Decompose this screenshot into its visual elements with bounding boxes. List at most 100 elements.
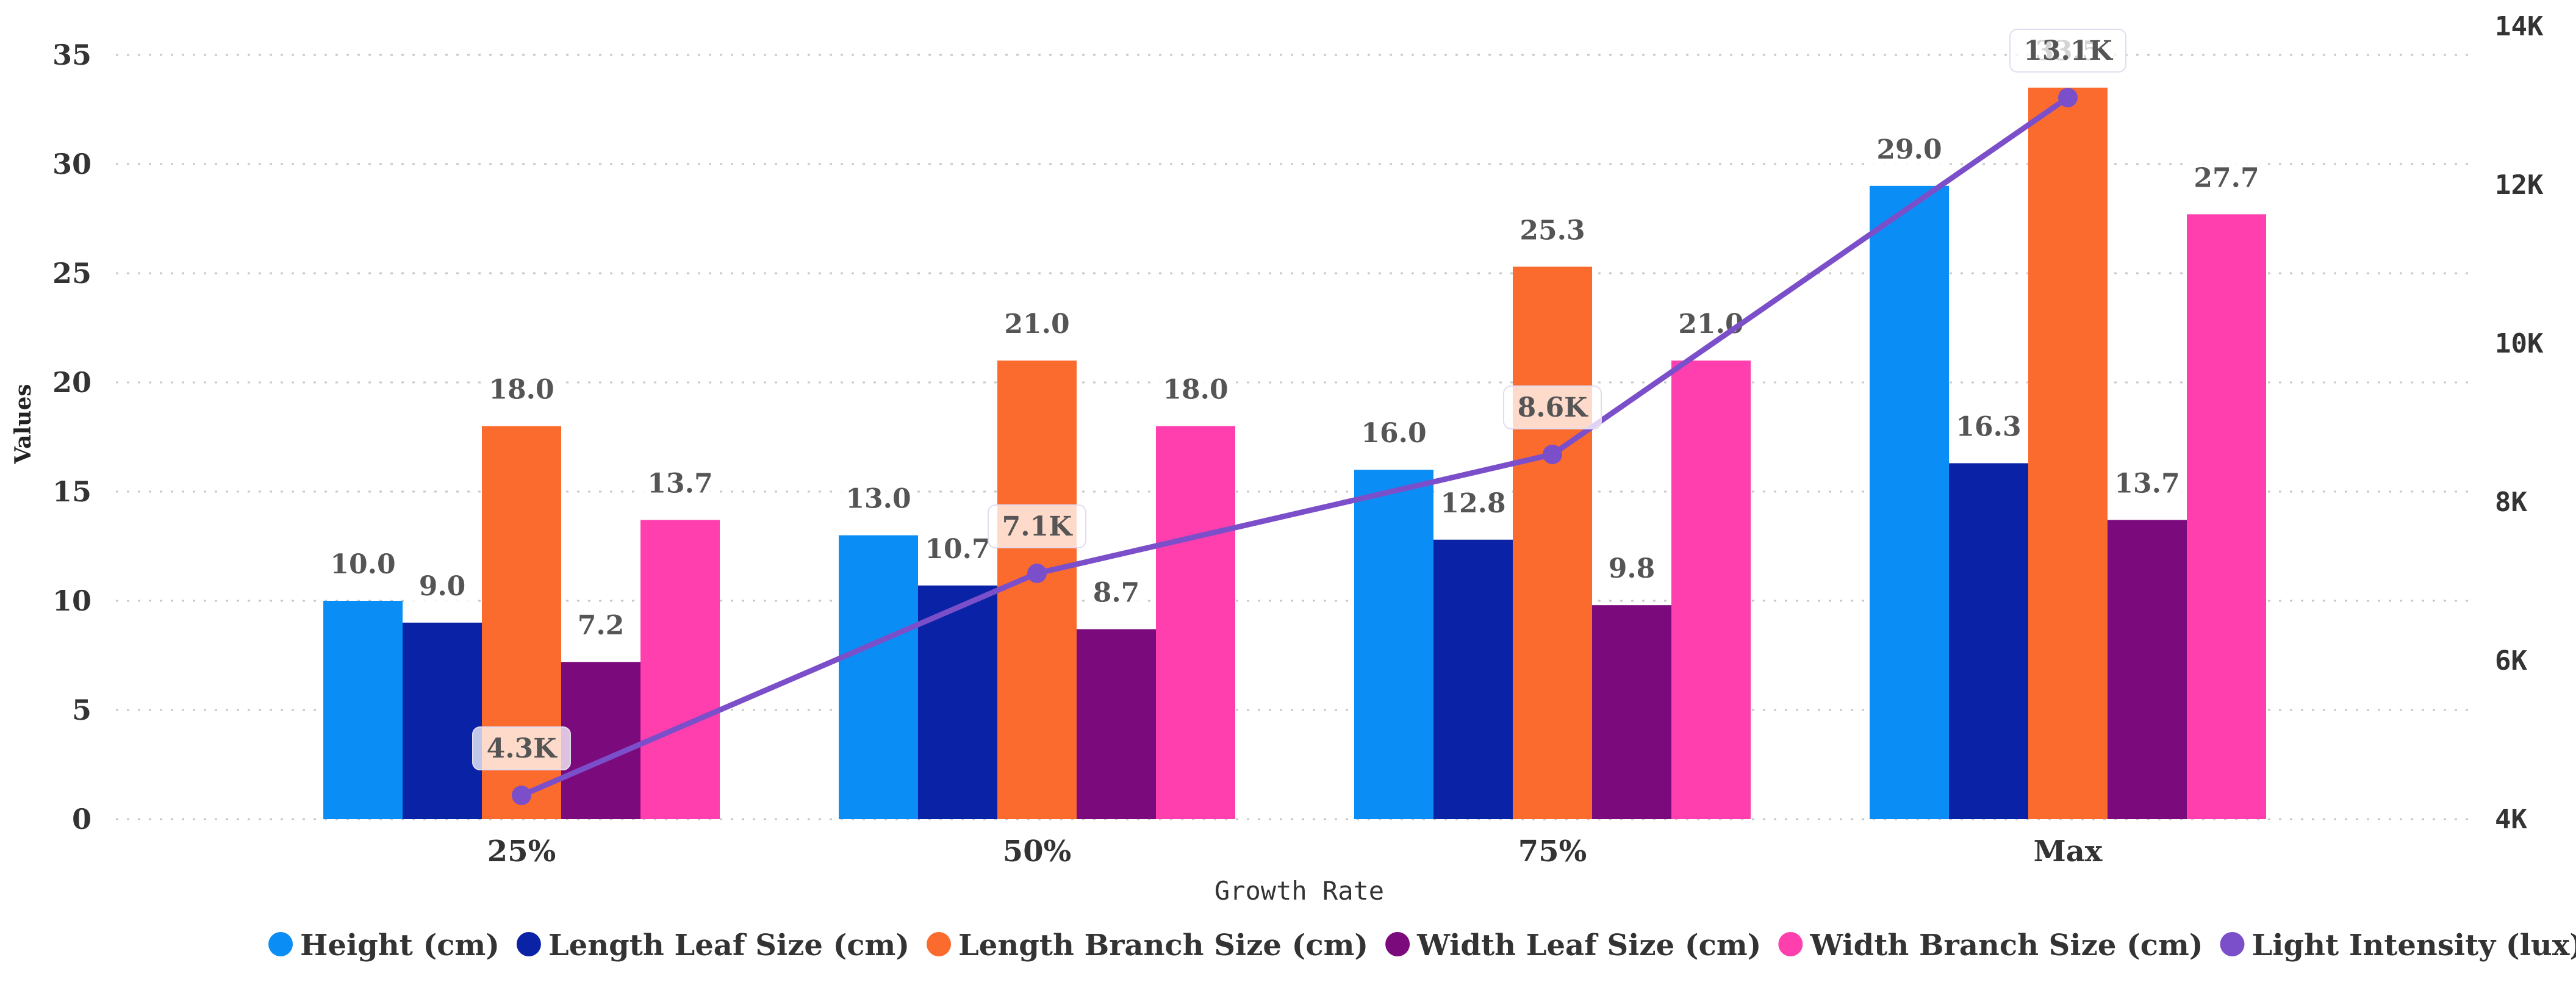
bar (2187, 214, 2266, 820)
bar-data-label: 13.0 (845, 484, 911, 515)
x-tick-label: Max (2034, 834, 2103, 869)
bar (403, 622, 482, 819)
bar (1592, 605, 1671, 819)
data-label-bg (919, 532, 997, 568)
data-label-bg (411, 569, 473, 605)
x-tick-label: 75% (1518, 834, 1587, 869)
bar-data-label: 9.0 (419, 571, 466, 602)
data-label-bg (1870, 132, 1948, 168)
y2-tick-label: 12K (2495, 170, 2544, 201)
bar-data-label: 8.7 (1093, 578, 1140, 609)
legend-entry[interactable]: Width Branch Size (cm) (1809, 928, 2203, 962)
data-label-bg (1950, 410, 2028, 446)
legend-marker (1778, 932, 1803, 956)
bar (323, 601, 403, 819)
y2-tick-label: 10K (2495, 328, 2544, 359)
bar-data-label: 21.0 (1004, 309, 1069, 340)
line-point (2058, 88, 2078, 107)
line-data-label: 7.1K (1002, 511, 1074, 542)
bar-data-label: 16.3 (1956, 411, 2021, 442)
data-label-bg (998, 307, 1076, 343)
x-tick-label: 25% (487, 834, 556, 869)
bar-data-label: 18.0 (1163, 375, 1228, 406)
bar-data-label: 25.3 (1519, 215, 1585, 246)
line-point (1543, 445, 1562, 464)
data-label-bg (1601, 552, 1663, 588)
line-point (1027, 564, 1047, 583)
bar (1870, 185, 1949, 819)
legend-entry[interactable]: Width Leaf Size (cm) (1416, 928, 1761, 962)
bar-data-label: 9.8 (1609, 553, 1656, 584)
bar-data-label: 7.2 (578, 610, 625, 641)
bar (1671, 360, 1751, 819)
legend-marker (927, 932, 952, 956)
data-label-bg (570, 609, 632, 645)
bar-data-label: 27.7 (2194, 162, 2259, 193)
y2-tick-label: 8K (2495, 487, 2527, 518)
y-tick-label: 10 (52, 584, 91, 617)
legend-marker (2220, 932, 2245, 956)
line-label-bg (472, 726, 571, 770)
line-label-bg (988, 504, 1086, 548)
bar (1513, 267, 1592, 819)
data-label-bg (1355, 417, 1433, 453)
bar (2108, 520, 2187, 819)
data-label-bg (1513, 213, 1591, 249)
line-point (512, 786, 531, 805)
x-axis-title: Growth Rate (1214, 876, 1384, 906)
bar (1077, 629, 1156, 819)
line-data-labels: 4.3K 7.1K 8.6K 13.1K (472, 29, 2126, 770)
y-tick-label: 35 (52, 38, 91, 71)
bar (2028, 87, 2108, 820)
data-label-bg (1434, 486, 1512, 522)
data-label-bg (324, 548, 402, 583)
y-axis-title: Values (10, 384, 36, 465)
x-axis: 25% 50% 75% Max (487, 834, 2103, 869)
bars (323, 87, 2266, 820)
bar (839, 535, 918, 819)
bar-data-label: 13.7 (2114, 468, 2180, 500)
y-tick-label: 5 (72, 693, 91, 726)
bar-data-label: 12.8 (1440, 488, 1505, 519)
legend-marker (1385, 932, 1410, 956)
line-data-label: 13.1K (2023, 35, 2113, 66)
bar (640, 520, 720, 819)
bar-data-label: 16.0 (1361, 418, 1426, 449)
x-tick-label: 50% (1003, 834, 1071, 869)
y2-tick-label: 6K (2495, 645, 2527, 676)
y2-tick-label: 14K (2495, 11, 2544, 42)
legend-entry[interactable]: Length Leaf Size (cm) (548, 928, 909, 962)
line-data-label: 8.6K (1518, 392, 1589, 423)
line-label-bg (1503, 385, 1602, 429)
bar-data-label: 29.0 (1876, 134, 1942, 165)
y-tick-label: 25 (52, 257, 91, 290)
bar (1354, 470, 1433, 819)
bar (1156, 426, 1235, 819)
gridlines (116, 54, 2470, 820)
y-tick-label: 0 (72, 803, 91, 836)
data-label-bg (641, 467, 719, 503)
bar-data-label: 13.7 (647, 468, 712, 500)
bar (1433, 539, 1513, 819)
data-label-bg (483, 373, 561, 409)
legend-entry[interactable]: Length Branch Size (cm) (958, 928, 1368, 962)
bar-data-label: 18.0 (489, 375, 554, 406)
y-tick-label: 15 (52, 475, 91, 508)
legend-entry[interactable]: Light Intensity (lux) (2252, 928, 2576, 962)
bar (997, 360, 1077, 819)
data-label-bg (2108, 467, 2186, 503)
line-data-label: 4.3K (487, 733, 558, 764)
legend-entry[interactable]: Height (cm) (300, 928, 500, 962)
y2-tick-label: 4K (2495, 804, 2527, 835)
bar-data-label: 10.0 (330, 549, 395, 580)
legend-marker (516, 932, 541, 956)
y-tick-label: 20 (52, 366, 91, 399)
legend: Height (cm) Length Leaf Size (cm) Length B… (268, 928, 2576, 962)
bar-data-label: 10.7 (925, 534, 990, 565)
data-label-bg (839, 482, 917, 518)
bar (918, 585, 997, 819)
y-tick-label: 30 (52, 148, 91, 181)
legend-marker (268, 932, 293, 956)
data-label-bg (1085, 576, 1147, 612)
